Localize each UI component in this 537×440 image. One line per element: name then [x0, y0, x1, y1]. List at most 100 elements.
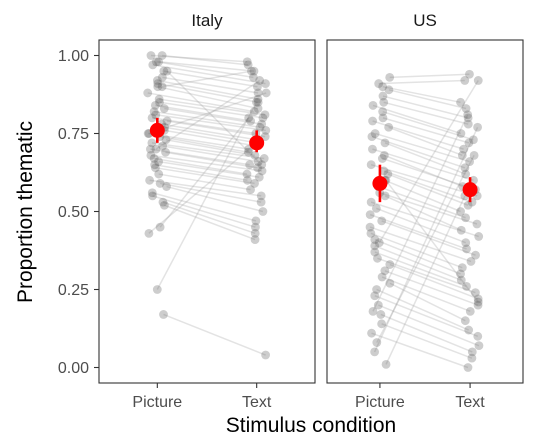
subject-line	[372, 120, 464, 150]
subject-line	[155, 167, 255, 185]
x-tick-label-text: Text	[455, 394, 485, 411]
subject-line	[164, 107, 262, 125]
mean-point-picture	[149, 122, 165, 138]
subject-point-picture	[384, 122, 394, 132]
subject-point-text	[253, 104, 263, 113]
subject-point-text	[246, 185, 255, 195]
subject-point-text	[473, 294, 483, 304]
subject-point-text	[469, 150, 479, 160]
subject-point-text	[456, 275, 466, 285]
y-tick-label: 1.00	[58, 48, 89, 65]
x-tick-label-picture: Picture	[132, 394, 182, 411]
subject-point-text	[243, 60, 253, 70]
subject-point-picture	[378, 82, 388, 92]
subject-point-text	[460, 163, 470, 173]
subject-point-text	[473, 331, 483, 341]
subject-point-picture	[153, 79, 163, 88]
y-axis-title: Proportion thematic	[14, 121, 37, 303]
subject-point-text	[456, 269, 465, 279]
subject-point-text	[460, 316, 470, 326]
subject-point-text	[248, 72, 258, 82]
subject-point-picture	[152, 57, 161, 67]
subject-line	[377, 185, 466, 219]
subject-point-picture	[148, 60, 158, 70]
subject-line	[384, 154, 464, 188]
subject-line	[372, 148, 474, 182]
subject-point-text	[261, 350, 271, 360]
y-tick-label: 0.75	[58, 126, 89, 143]
subject-point-picture	[147, 188, 157, 198]
subject-point-picture	[155, 97, 164, 107]
subject-point-picture	[162, 66, 172, 76]
subject-point-text	[246, 116, 256, 126]
subject-point-text	[251, 222, 260, 232]
subject-line	[385, 195, 466, 365]
subject-point-picture	[372, 338, 382, 347]
subject-line	[147, 92, 255, 113]
subject-point-text	[250, 150, 260, 160]
subject-point-text	[260, 110, 270, 120]
subject-point-text	[465, 306, 475, 316]
subject-point-text	[474, 232, 484, 241]
subject-point-text	[242, 169, 252, 179]
subject-line	[150, 154, 263, 172]
subject-point-text	[474, 341, 484, 351]
subject-line	[161, 123, 257, 141]
subject-line	[157, 85, 259, 110]
subject-line	[383, 101, 469, 125]
subject-point-text	[259, 154, 269, 163]
subject-line	[157, 79, 259, 100]
subject-point-picture	[376, 310, 386, 319]
subject-point-text	[461, 169, 471, 179]
subject-line	[163, 313, 266, 356]
subject-point-picture	[157, 72, 167, 82]
subject-line	[381, 323, 473, 359]
subject-point-picture	[154, 57, 164, 67]
subject-line	[166, 185, 264, 213]
subject-line	[382, 110, 474, 141]
subject-point-text	[244, 113, 254, 123]
subject-point-picture	[155, 222, 165, 232]
facet-italy: Italy Picture Text	[98, 11, 316, 411]
subject-point-picture	[365, 222, 375, 232]
subject-line	[382, 117, 470, 144]
subject-point-text	[261, 125, 271, 135]
subject-point-picture	[154, 94, 164, 104]
subject-line	[383, 170, 473, 203]
subject-point-picture	[368, 101, 378, 110]
subject-point-picture	[380, 191, 390, 201]
subject-point-text	[462, 281, 471, 291]
subject-line	[158, 60, 255, 72]
subject-point-text	[461, 104, 471, 113]
subject-point-picture	[154, 169, 164, 179]
subject-point-picture	[377, 154, 387, 163]
subject-point-text	[258, 113, 268, 123]
subject-point-picture	[155, 179, 165, 188]
subject-point-text	[250, 179, 259, 188]
subject-point-text	[469, 135, 478, 145]
subject-line	[166, 120, 266, 138]
subject-line	[158, 160, 260, 178]
subject-point-text	[249, 107, 259, 117]
subject-point-text	[464, 138, 474, 148]
subject-line	[159, 101, 264, 119]
subject-line	[370, 232, 463, 269]
subject-point-picture	[150, 160, 160, 170]
mean-point-text	[249, 135, 265, 151]
subject-line	[148, 132, 249, 150]
subject-line	[370, 201, 479, 238]
subject-point-picture	[148, 191, 157, 201]
subject-point-picture	[370, 347, 380, 357]
subject-point-picture	[372, 285, 381, 294]
subject-point-picture	[366, 160, 376, 170]
subject-line	[162, 76, 259, 94]
subject-line	[384, 270, 479, 306]
subject-point-text	[471, 250, 480, 260]
subject-point-picture	[152, 76, 162, 85]
subject-point-text	[456, 129, 466, 138]
subject-point-picture	[378, 107, 388, 117]
subject-point-picture	[377, 216, 387, 226]
subject-point-picture	[381, 359, 391, 369]
condition-means	[149, 117, 265, 153]
subject-line	[165, 151, 258, 169]
